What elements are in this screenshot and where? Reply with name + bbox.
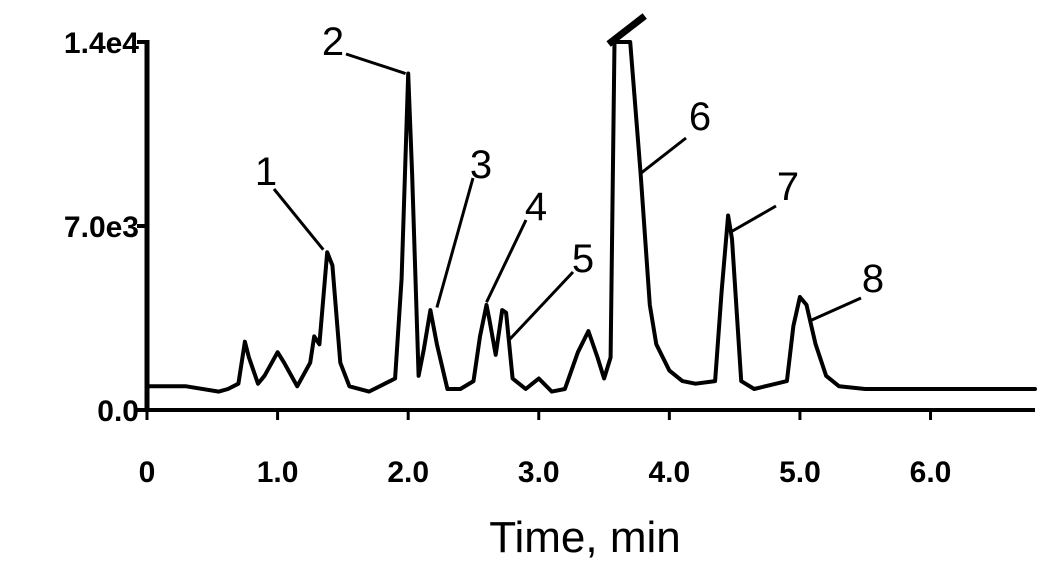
chromatogram-trace (145, 40, 1037, 394)
peak-label-7: 7 (777, 165, 799, 209)
x-tick-label: 6.0 (910, 456, 952, 489)
x-axis-title: Time, min (489, 513, 681, 562)
x-axis-ticks: 0 1.0 2.0 3.0 4.0 5.0 6.0 (139, 410, 952, 489)
peak-leader-line (272, 188, 325, 251)
y-tick-label: 1.4e4 (64, 27, 139, 60)
peak-leader-line (435, 177, 475, 308)
peak-labels: 1 2 345 6 7 8 (255, 20, 884, 341)
x-tick-label: 5.0 (779, 456, 821, 489)
y-axis-ticks: 0.0 7.0e3 1.4e4 (64, 27, 147, 428)
plot-area (145, 13, 1037, 394)
y-tick-label: 7.0e3 (64, 211, 139, 244)
peak-leader-line (485, 219, 528, 303)
y-tick-label: 0.0 (97, 395, 139, 428)
peak-leader-line (639, 136, 687, 175)
peak-label-4: 4 (525, 185, 547, 229)
peak-leader-line (731, 204, 777, 233)
peak-label-6: 6 (689, 95, 711, 139)
peak-label-5: 5 (572, 237, 594, 281)
peak-label-1: 1 (255, 150, 277, 194)
peak-leader-line (809, 296, 862, 322)
peak-label-3: 3 (470, 143, 492, 187)
x-tick-label: 4.0 (648, 456, 690, 489)
peak-label-8: 8 (862, 257, 884, 301)
x-tick-label: 3.0 (518, 456, 560, 489)
peak-leader-line (345, 52, 407, 75)
peak-label-2: 2 (322, 20, 344, 64)
off-scale-peak-cap (606, 13, 647, 47)
peak-leader-line (508, 270, 575, 341)
x-tick-label: 0 (139, 456, 156, 489)
x-tick-label: 2.0 (387, 456, 429, 489)
x-tick-label: 1.0 (257, 456, 299, 489)
